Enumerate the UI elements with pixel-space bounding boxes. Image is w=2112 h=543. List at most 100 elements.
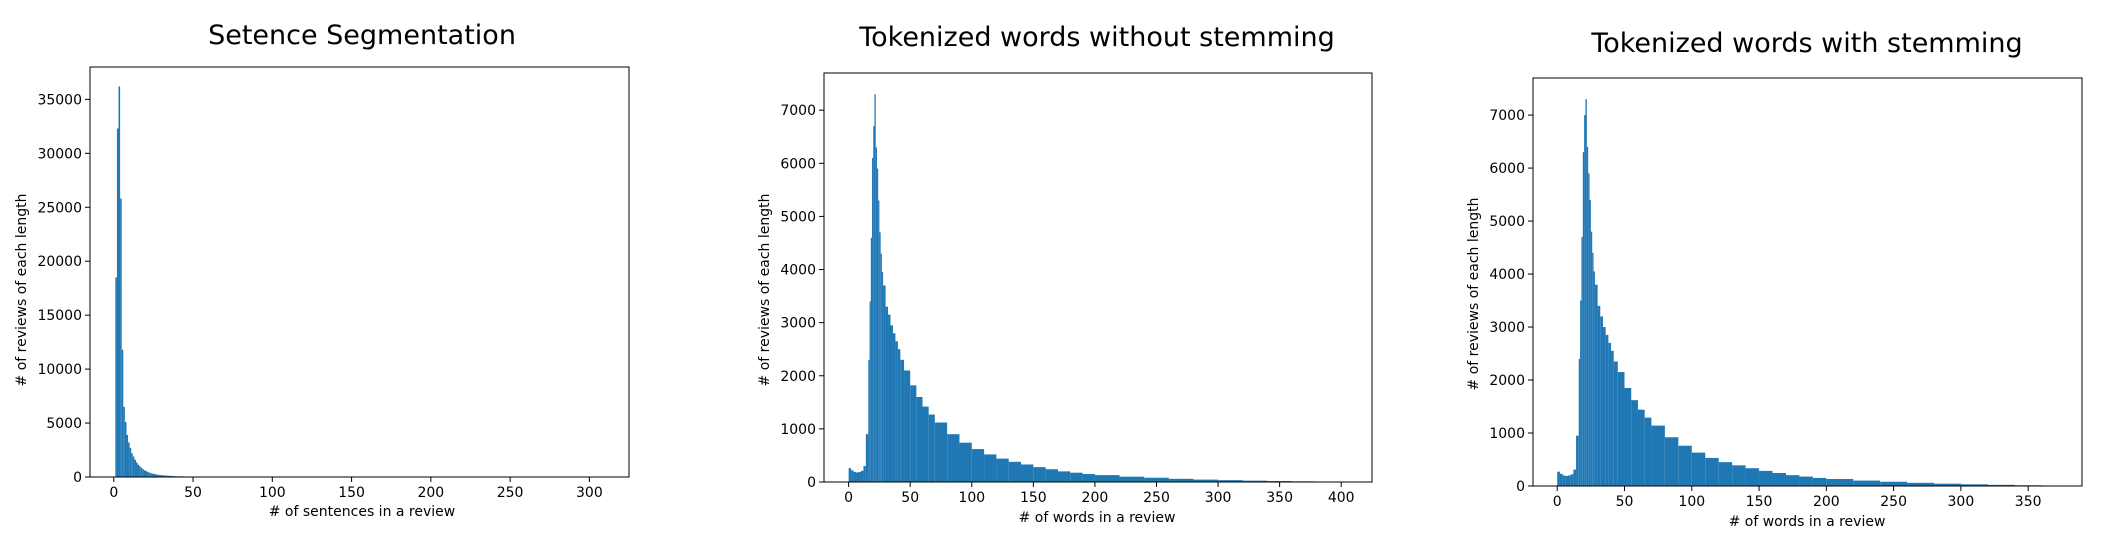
histogram-bar xyxy=(1608,342,1612,486)
histogram-bar xyxy=(1242,480,1268,482)
histogram-bar xyxy=(1218,480,1243,482)
histogram-bar xyxy=(1585,99,1587,486)
histogram-bar xyxy=(121,349,124,477)
y-tick-label: 2000 xyxy=(780,369,816,385)
x-tick-label: 300 xyxy=(1948,494,1975,510)
x-tick-label: 0 xyxy=(109,485,118,501)
histogram-bar xyxy=(895,341,898,482)
histogram-bar xyxy=(1772,473,1786,486)
histogram-bar xyxy=(1718,462,1733,486)
histogram-bar xyxy=(897,349,901,482)
histogram-bar xyxy=(1576,435,1579,486)
histogram-bar xyxy=(1592,252,1594,486)
histogram-bar xyxy=(1826,479,1854,486)
histogram-bar xyxy=(916,397,923,482)
y-tick-label: 7000 xyxy=(780,103,816,119)
histogram-bar xyxy=(922,406,929,482)
histogram-bar xyxy=(129,447,132,477)
histogram-bar xyxy=(1070,472,1083,482)
histogram-bar xyxy=(134,459,136,477)
histogram-bar xyxy=(885,306,889,482)
histogram-bar xyxy=(1785,475,1800,486)
histogram-bar xyxy=(1557,471,1560,486)
histogram-bar xyxy=(1617,372,1625,486)
histogram-bar xyxy=(1094,475,1120,482)
histogram-bar xyxy=(996,458,1009,482)
y-tick-label: 20000 xyxy=(37,254,82,270)
histogram-bar xyxy=(1960,484,1988,486)
y-ticks: 0 1000 2000 3000 4000 5000 6000 7000 xyxy=(1489,108,1533,495)
histogram-bar xyxy=(1631,400,1638,486)
x-axis-label: # of sentences in a review xyxy=(269,504,455,520)
x-tick-label: 300 xyxy=(1205,490,1232,506)
histogram-bar xyxy=(1033,467,1046,482)
y-tick-label: 4000 xyxy=(1489,267,1525,283)
x-tick-label: 250 xyxy=(497,485,524,501)
y-tick-label: 5000 xyxy=(1489,214,1525,230)
y-tick-label: 0 xyxy=(1516,479,1525,495)
histogram-bar xyxy=(1584,115,1586,486)
y-tick-label: 5000 xyxy=(780,209,816,225)
chart-tokenized-with-stemming: Tokenized words with stemming # of words… xyxy=(1466,28,2083,530)
histogram-bar xyxy=(874,94,876,482)
x-tick-label: 250 xyxy=(1143,490,1170,506)
y-tick-label: 6000 xyxy=(1489,161,1525,177)
chart-title: Tokenized words without stemming xyxy=(858,22,1335,53)
histogram-bar xyxy=(1691,452,1706,486)
histogram-bar xyxy=(1168,478,1194,482)
histogram-bar xyxy=(1565,475,1568,486)
x-axis-label: # of words in a review xyxy=(1729,514,1886,530)
y-tick-label: 0 xyxy=(807,475,816,491)
histogram-bar xyxy=(892,333,896,482)
histogram-bar xyxy=(1045,469,1058,482)
histogram-bar xyxy=(880,253,882,482)
histogram-bar xyxy=(1678,445,1692,486)
histogram-bar xyxy=(947,434,960,482)
y-tick-label: 2000 xyxy=(1489,373,1525,389)
histogram-bar xyxy=(1562,475,1566,486)
histogram-bar xyxy=(959,442,972,482)
histogram-bar xyxy=(1597,305,1601,486)
histogram-bar xyxy=(934,422,948,482)
histogram-bar xyxy=(1082,474,1095,482)
histogram-bar xyxy=(147,471,149,477)
x-tick-label: 400 xyxy=(1328,490,1355,506)
x-ticks: 0 50 100 150 200 250 300 xyxy=(109,477,603,501)
y-tick-label: 35000 xyxy=(37,92,82,108)
histogram-bar xyxy=(863,466,866,482)
histogram-bar xyxy=(1586,146,1589,486)
bars xyxy=(848,94,1355,483)
histogram-bar xyxy=(868,359,870,482)
histogram-bar xyxy=(135,462,138,477)
chart-title: Tokenized words with stemming xyxy=(1590,28,2022,59)
histogram-bar xyxy=(1582,152,1585,486)
histogram-bar xyxy=(128,442,130,477)
bars xyxy=(115,86,211,478)
histogram-bar xyxy=(1987,484,2015,486)
histogram-bar xyxy=(161,475,165,477)
y-tick-label: 30000 xyxy=(37,146,82,162)
histogram-bar xyxy=(1008,461,1022,482)
histogram-bar xyxy=(126,434,129,477)
plot-frame xyxy=(823,72,1373,483)
y-tick-label: 4000 xyxy=(780,263,816,279)
histogram-bar xyxy=(883,285,886,482)
histogram-bar xyxy=(132,456,135,477)
x-tick-label: 0 xyxy=(844,490,853,506)
histogram-bar xyxy=(1880,481,1908,486)
histogram-bar xyxy=(164,475,168,477)
histogram-bar xyxy=(118,86,121,478)
x-tick-label: 100 xyxy=(259,485,286,501)
y-tick-label: 6000 xyxy=(780,156,816,172)
histogram-bar xyxy=(167,475,171,477)
histogram-bar xyxy=(879,232,881,482)
histogram-bar xyxy=(1759,470,1773,486)
histogram-bar xyxy=(151,473,154,477)
histogram-bar xyxy=(115,277,117,477)
histogram-bar xyxy=(1021,464,1034,482)
x-tick-label: 200 xyxy=(417,485,444,501)
x-tick-label: 100 xyxy=(958,490,985,506)
histogram-bar xyxy=(1705,457,1719,486)
histogram-bar xyxy=(150,473,152,477)
y-axis-label: # of reviews of each length xyxy=(1466,198,1482,391)
